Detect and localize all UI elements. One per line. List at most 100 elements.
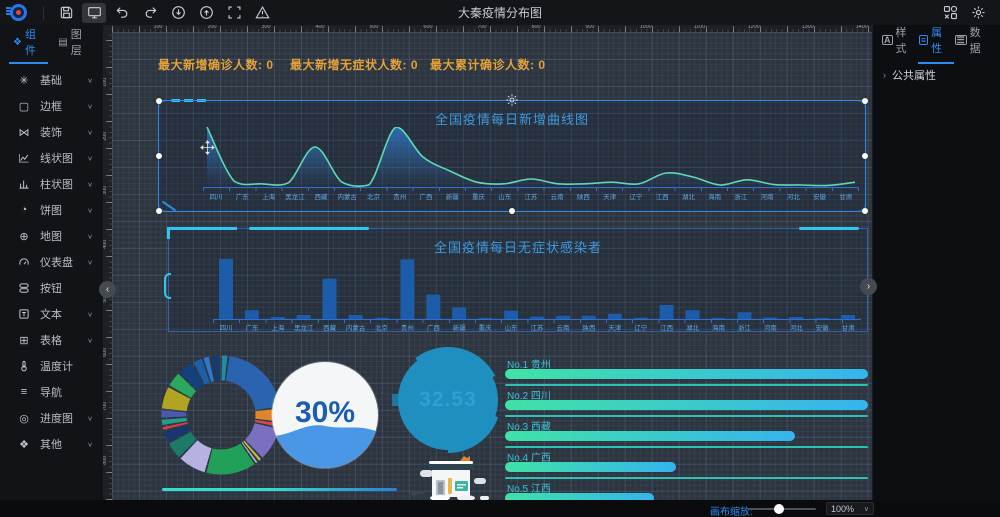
x-axis-label: 陕西: [582, 325, 596, 332]
x-axis-label: 湖北: [686, 325, 700, 332]
x-axis-label: 辽宁: [629, 194, 643, 201]
stat-text[interactable]: 最大新增无症状人数: 0: [290, 56, 418, 73]
warning-icon[interactable]: [250, 3, 274, 23]
ruler-label: 1200: [747, 24, 760, 30]
sidebar-item-label: 温度计: [40, 361, 73, 373]
sidebar-item-border[interactable]: ▢ 边框 ∨: [0, 93, 103, 119]
zoom-percent-dropdown[interactable]: 100% ∨: [826, 502, 874, 515]
canvas-zoom-label: 画布缩放:: [710, 507, 753, 517]
top-toolbar: 大秦疫情分布图: [0, 0, 1000, 25]
canvas-zoom-slider[interactable]: [748, 504, 816, 514]
chevron-down-icon: ∨: [87, 206, 93, 214]
ranking-bars-chart[interactable]: No.1 贵州 No.2 四川 No.3 西藏 No.4 广西 No.5 江西: [505, 356, 868, 500]
settings-gear-icon[interactable]: [966, 3, 990, 23]
section-common-properties[interactable]: › 公共属性: [873, 55, 1000, 95]
design-canvas[interactable]: 最大新增确诊人数: 0 最大新增无症状人数: 0 最大累计确诊人数: 0 全国疫情每…: [112, 32, 872, 500]
dial-gauge[interactable]: 32.53: [392, 344, 504, 456]
sidebar-item-label: 边框: [40, 101, 62, 113]
ruler-corner: [103, 25, 112, 32]
chevron-down-icon: ∨: [87, 310, 93, 318]
panel-border-decoration: [799, 227, 859, 230]
tab-layers[interactable]: ▤ 图层: [56, 20, 92, 64]
ruler-label: 800: [531, 24, 541, 30]
x-axis-label: 云南: [550, 194, 564, 201]
sidebar-item-map[interactable]: ⊕ 地图 ∨: [0, 223, 103, 249]
app-logo-icon[interactable]: [6, 4, 27, 21]
redo-icon[interactable]: [138, 3, 162, 23]
x-axis-label: 山东: [498, 194, 512, 201]
x-axis-label: 甘肃: [841, 325, 855, 332]
map-icon: ⊕: [19, 230, 29, 243]
tab-components[interactable]: ❖ 组件: [8, 20, 49, 64]
sidebar-item-gauge[interactable]: 仪表盘 ∨: [0, 249, 103, 275]
sidebar-item-nav[interactable]: ≡ 导航: [0, 379, 103, 405]
tab-properties[interactable]: ≡ 属性: [917, 16, 954, 64]
sidebar-item-base[interactable]: ✳ 基础 ∨: [0, 67, 103, 93]
ranking-track-line: [505, 415, 868, 417]
stat-text[interactable]: 最大累计确诊人数: 0: [430, 56, 546, 73]
sidebar-item-line-chart[interactable]: 线状图 ∨: [0, 145, 103, 171]
sidebar-item-text[interactable]: 文本 ∨: [0, 301, 103, 327]
ruler-label: 100: [153, 24, 163, 30]
donut-chart[interactable]: [156, 350, 286, 480]
sidebar-item-other[interactable]: ❖ 其他 ∨: [0, 431, 103, 457]
text-icon: [17, 308, 31, 320]
progress-line[interactable]: [162, 488, 397, 491]
x-axis-label: 四川: [209, 194, 223, 201]
tab-data[interactable]: ☰ 数据: [954, 16, 992, 64]
x-axis-label: 湖北: [681, 194, 695, 201]
x-axis-label: 陕西: [576, 194, 590, 201]
ruler-label: 600: [423, 24, 433, 30]
gauge-icon: [17, 256, 31, 268]
sidebar-item-progress[interactable]: ◎ 进度图 ∨: [0, 405, 103, 431]
monitor-preview-icon[interactable]: [82, 2, 106, 23]
tab-style-label: 样式: [895, 27, 907, 55]
sidebar-item-label: 线状图: [40, 153, 73, 165]
x-axis-label: 北京: [374, 325, 388, 332]
stat-value: 0: [266, 58, 274, 72]
bar-series: [219, 259, 855, 319]
x-axis-label: 广西: [426, 325, 440, 332]
x-axis-ticks: [213, 320, 861, 323]
upload-icon[interactable]: [194, 3, 218, 23]
panel-border-decoration: [161, 200, 177, 212]
x-axis-label: 新疆: [445, 194, 459, 201]
sidebar-item-bar-chart[interactable]: 柱状图 ∨: [0, 171, 103, 197]
sidebar-item-pie-chart[interactable]: ◔ 饼图 ∨: [0, 197, 103, 223]
ranking-item: No.2 四川: [505, 387, 868, 418]
x-axis-label: 安徽: [813, 194, 826, 201]
undo-icon[interactable]: [110, 3, 134, 23]
ranking-label: No.1 贵州: [507, 360, 551, 371]
zoom-slider-knob[interactable]: [774, 504, 785, 514]
ruler-label: 1100: [693, 24, 706, 30]
x-axis: [203, 187, 859, 188]
collapse-left-panel-button[interactable]: ‹: [99, 281, 116, 298]
liquid-gauge[interactable]: 30%: [272, 362, 378, 468]
fullscreen-icon[interactable]: [222, 3, 246, 23]
bar-chart-panel[interactable]: 全国疫情每日无症状感染者 0306090120150 四川广东上海黑龙江西藏内蒙…: [164, 227, 868, 332]
save-icon[interactable]: [54, 3, 78, 23]
components-library-icon[interactable]: [938, 3, 962, 23]
pie-chart-icon: ◔: [20, 204, 28, 216]
x-axis-label: 河南: [763, 325, 777, 332]
properties-tabs: A 样式 ≡ 属性 ☰ 数据: [873, 25, 1000, 64]
sidebar-item-thermometer[interactable]: 温度计: [0, 353, 103, 379]
collapse-right-panel-button[interactable]: ›: [860, 278, 877, 295]
x-axis-label: 江苏: [524, 194, 538, 201]
chevron-down-icon: ∨: [87, 180, 93, 188]
x-axis-label: 辽宁: [634, 325, 648, 332]
chevron-down-icon: ∨: [87, 76, 93, 84]
sidebar-item-decoration[interactable]: ⋈ 装饰 ∨: [0, 119, 103, 145]
line-chart-panel[interactable]: 全国疫情每日新增曲线图 0306090120150 四川广东上海黑龙江西藏内蒙古…: [158, 99, 866, 212]
tab-style[interactable]: A 样式: [881, 16, 918, 64]
sidebar-item-button[interactable]: 按钮: [0, 275, 103, 301]
component-sidebar: ❖ 组件 ▤ 图层 ✳ 基础 ∨ ▢ 边框 ∨ ⋈ 装饰 ∨ 线状图 ∨ 柱状图 ∨ ◔ 饼图 ∨ ⊕ 地图 ∨ 仪表…: [0, 25, 103, 500]
sidebar-item-table[interactable]: ⊞ 表格 ∨: [0, 327, 103, 353]
stat-text[interactable]: 最大新增确诊人数: 0: [158, 56, 274, 73]
x-axis-label: 内蒙古: [345, 325, 366, 332]
sidebar-item-label: 表格: [40, 335, 62, 347]
download-icon[interactable]: [166, 3, 190, 23]
status-bar: 画布缩放: 100% ∨: [0, 500, 1000, 517]
ruler-label: 900: [585, 24, 595, 30]
chevron-down-icon: ∨: [863, 505, 869, 513]
